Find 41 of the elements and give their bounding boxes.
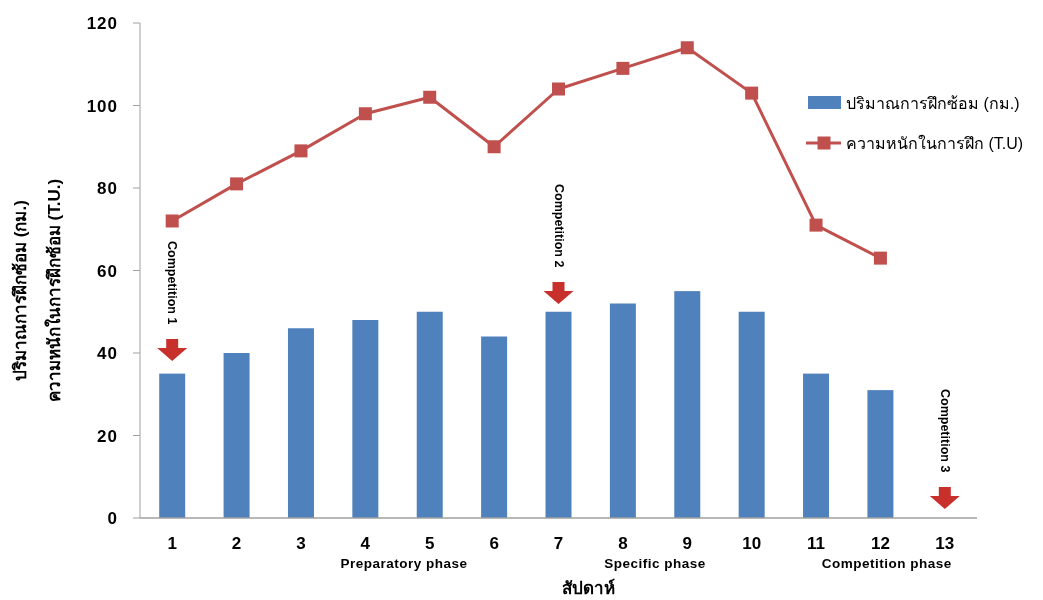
annotation: Competition 3 bbox=[937, 389, 952, 473]
y-axis-title: ปริมาณการฝึกซ้อม (กม.) ความหนักในการฝึกซ้อม (T.U.) bbox=[11, 178, 64, 403]
point bbox=[165, 214, 179, 228]
bar bbox=[738, 311, 765, 518]
text: Specific phase bbox=[604, 556, 706, 571]
bar bbox=[352, 320, 379, 518]
text: Preparatory phase bbox=[340, 556, 468, 571]
point bbox=[745, 86, 759, 100]
y-tick-label: 80 bbox=[97, 179, 118, 198]
legend-label: ความหนักในการฝึก (T.U) bbox=[846, 134, 1024, 152]
annotation: Competition 2 bbox=[551, 184, 566, 268]
annotation: Competition 1 bbox=[165, 241, 180, 325]
point bbox=[873, 251, 887, 265]
bar bbox=[287, 328, 314, 518]
bar bbox=[867, 390, 894, 518]
y-tick-label: 20 bbox=[97, 426, 118, 446]
legend-label: ปริมาณการฝึกซ้อม (กม.) bbox=[846, 95, 1020, 112]
bar bbox=[609, 303, 636, 518]
point bbox=[616, 61, 630, 75]
bar bbox=[545, 311, 572, 518]
point bbox=[358, 107, 372, 121]
point bbox=[680, 41, 694, 55]
point bbox=[487, 140, 501, 154]
bar bbox=[159, 373, 186, 518]
y-tick-label: 60 bbox=[97, 261, 118, 281]
point bbox=[809, 218, 823, 232]
y-tick-label: 0 bbox=[107, 509, 118, 528]
bar bbox=[223, 353, 250, 518]
bar bbox=[416, 311, 443, 518]
x-axis-title: สัปดาห์ bbox=[562, 578, 615, 598]
y-tick-label: 120 bbox=[86, 14, 118, 33]
bar bbox=[481, 336, 508, 518]
y-tick-label: 100 bbox=[86, 96, 118, 116]
point bbox=[294, 144, 308, 158]
bar bbox=[803, 373, 830, 518]
text: Competition phase bbox=[821, 556, 952, 571]
point bbox=[552, 82, 565, 96]
point bbox=[423, 90, 437, 104]
bar bbox=[674, 291, 701, 518]
y-tick-label: 40 bbox=[97, 344, 118, 363]
point bbox=[230, 177, 244, 191]
